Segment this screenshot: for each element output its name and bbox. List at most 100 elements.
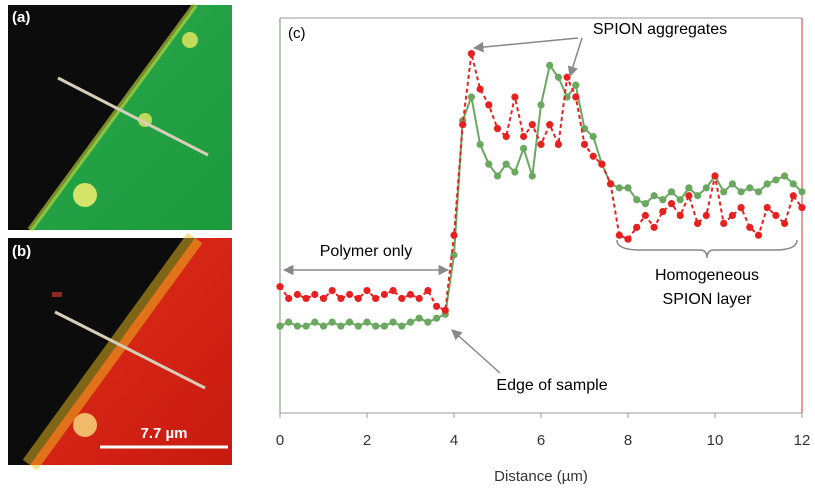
data-point (319, 322, 328, 330)
data-point (337, 294, 345, 303)
data-point (450, 231, 458, 239)
data-point (433, 314, 441, 322)
data-point (537, 140, 545, 148)
data-point (615, 231, 623, 239)
data-point (580, 140, 589, 148)
data-point (702, 211, 710, 220)
data-point (511, 93, 519, 101)
data-point (641, 200, 650, 208)
data-point (798, 188, 806, 196)
data-point (720, 219, 728, 227)
speck (52, 292, 62, 297)
data-point (346, 318, 354, 326)
data-point (694, 192, 702, 200)
data-point (441, 306, 449, 314)
data-point (293, 322, 301, 330)
data-point (372, 294, 380, 303)
scale-label: 7.7 µm (141, 425, 188, 442)
data-point (467, 93, 475, 101)
data-point (659, 196, 667, 204)
data-point (667, 200, 676, 208)
data-point (633, 223, 641, 231)
data-point (415, 314, 423, 322)
data-point (276, 322, 284, 330)
data-point (285, 294, 293, 303)
data-point (763, 204, 771, 212)
data-point (311, 318, 319, 326)
data-point (485, 101, 493, 109)
data-point (546, 61, 554, 69)
annotation: SPION layer (663, 291, 753, 308)
data-point (789, 192, 797, 200)
data-point (285, 318, 293, 326)
panel-label: (b) (12, 243, 31, 260)
data-point (415, 294, 423, 303)
data-point (398, 322, 406, 330)
data-point (589, 132, 597, 141)
data-point (493, 125, 502, 133)
data-point (572, 81, 580, 89)
data-point (328, 318, 336, 326)
edge (27, 3, 198, 232)
data-point (476, 140, 484, 148)
data-point (598, 160, 606, 168)
data-point (650, 192, 658, 200)
data-point (772, 211, 780, 220)
data-point (607, 180, 615, 188)
aggregate (182, 32, 198, 48)
data-point (328, 286, 336, 295)
data-point (346, 290, 354, 299)
data-point (485, 160, 493, 168)
data-point (720, 188, 728, 196)
image-dark (8, 5, 195, 230)
arrow (451, 329, 501, 374)
data-point (424, 286, 432, 295)
data-point (276, 283, 284, 291)
data-point (502, 160, 510, 168)
data-point (493, 172, 502, 180)
annotation: SPION aggregates (593, 21, 727, 38)
brace (616, 239, 798, 259)
data-point (546, 121, 554, 129)
data-point (772, 176, 780, 184)
panel-label: (a) (12, 9, 30, 26)
data-point (641, 211, 650, 220)
data-point (511, 168, 519, 176)
data-point (667, 188, 676, 196)
data-point (380, 290, 388, 299)
data-point (702, 184, 710, 192)
data-point (746, 184, 754, 192)
x-tick-label: 10 (707, 432, 724, 449)
data-point (554, 140, 563, 148)
x-tick-label: 4 (450, 432, 458, 449)
data-point (354, 322, 362, 330)
data-point (528, 121, 536, 129)
data-point (676, 211, 684, 220)
data-point (467, 49, 475, 58)
data-point (694, 219, 702, 227)
data-point (728, 211, 737, 220)
x-axis-label: Distance (µm) (494, 468, 588, 485)
data-point (624, 235, 632, 243)
profile-line (57, 76, 209, 157)
data-point (311, 290, 319, 299)
data-point (520, 132, 528, 141)
x-tick-label: 8 (624, 432, 632, 449)
data-point (406, 318, 415, 326)
data-point (389, 286, 397, 295)
x-tick-label: 12 (794, 432, 811, 449)
data-point (728, 180, 737, 188)
data-point (781, 172, 789, 180)
data-point (502, 132, 510, 141)
data-point (754, 231, 763, 239)
x-tick-label: 0 (276, 432, 284, 449)
data-point (650, 223, 658, 231)
data-point (615, 184, 623, 192)
data-point (302, 322, 310, 330)
arrow (567, 37, 583, 78)
data-point (302, 294, 310, 303)
panel-label: (c) (288, 25, 306, 42)
data-point (433, 302, 441, 310)
plot: 0 2 4 6 8 10 12 (276, 49, 811, 449)
